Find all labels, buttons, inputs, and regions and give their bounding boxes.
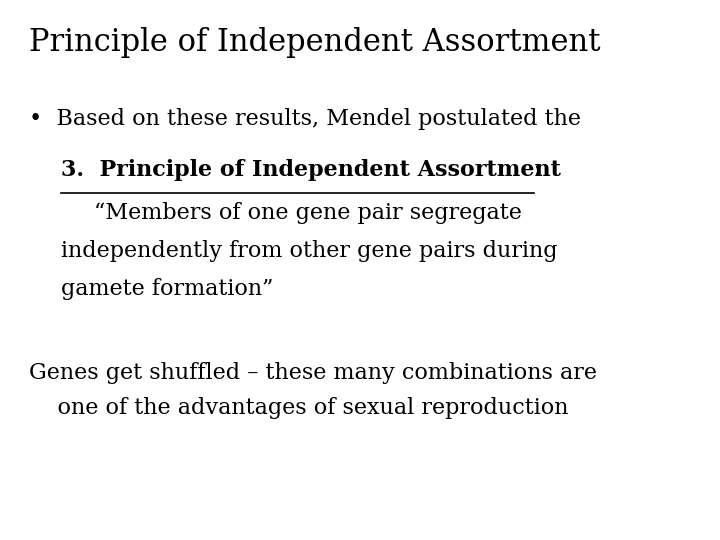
- Text: 3.  Principle of Independent Assortment: 3. Principle of Independent Assortment: [61, 159, 561, 181]
- Text: independently from other gene pairs during: independently from other gene pairs duri…: [61, 240, 558, 262]
- Text: •  Based on these results, Mendel postulated the: • Based on these results, Mendel postula…: [29, 108, 581, 130]
- Text: :: :: [534, 159, 542, 181]
- Text: one of the advantages of sexual reproduction: one of the advantages of sexual reproduc…: [29, 397, 568, 419]
- Text: Genes get shuffled – these many combinations are: Genes get shuffled – these many combinat…: [29, 362, 597, 384]
- Text: gamete formation”: gamete formation”: [61, 278, 274, 300]
- Text: Principle of Independent Assortment: Principle of Independent Assortment: [29, 27, 600, 58]
- Text: “Members of one gene pair segregate: “Members of one gene pair segregate: [94, 202, 521, 225]
